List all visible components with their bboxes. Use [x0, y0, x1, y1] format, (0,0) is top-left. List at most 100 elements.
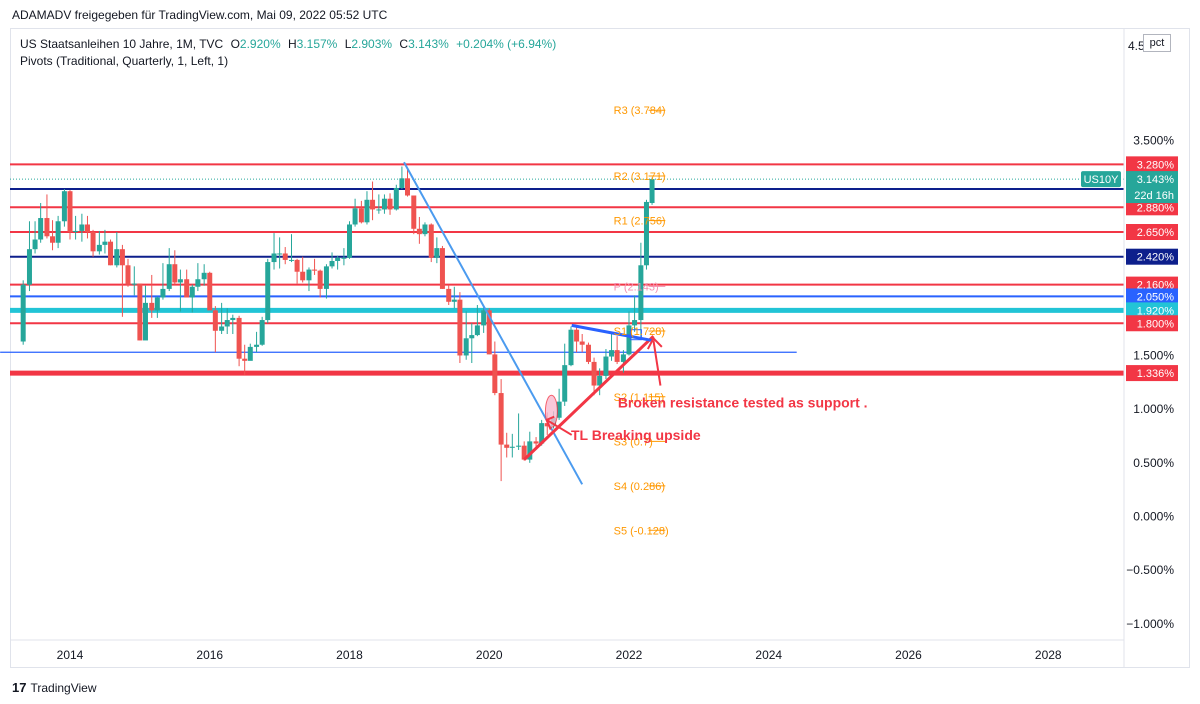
y-axis: 3.500% 1.500% 1.000% 0.500% 0.000% −0.500% −1.… [1081, 28, 1178, 668]
level-price-label: 2.880% [1137, 202, 1175, 214]
annotation-arrow [546, 419, 573, 436]
current-price-label: 3.143% [1137, 174, 1175, 186]
candle-body [335, 257, 341, 261]
candle-body [358, 208, 364, 223]
candle-body [149, 302, 155, 311]
level-price-tag [1126, 288, 1178, 305]
trendlines [403, 161, 655, 485]
level-price-tag [1126, 315, 1178, 332]
candle-body [347, 224, 352, 258]
candle-body [55, 221, 61, 243]
level-price-tag [1126, 224, 1178, 240]
candle-body [381, 198, 387, 210]
candle-body [603, 356, 609, 376]
candle-body [463, 338, 469, 356]
candle-body [282, 253, 288, 260]
candle-body [370, 199, 376, 210]
candle-body [469, 335, 475, 339]
candle-body [247, 346, 253, 361]
candle-body [177, 279, 183, 283]
candle-body [201, 272, 207, 280]
y-tick-label: 0.500% [1133, 456, 1174, 470]
candle-body [73, 230, 79, 232]
candle-body [579, 341, 585, 345]
annotation-arrowhead [646, 336, 663, 350]
candle-body [416, 228, 422, 235]
candles [20, 166, 655, 482]
x-tick-label: 2024 [755, 648, 782, 662]
candle-body [219, 326, 225, 331]
x-tick-label: 2026 [895, 648, 922, 662]
candle-body [277, 253, 283, 255]
level-price-label: 3.280% [1137, 159, 1175, 171]
candle-body [527, 441, 533, 460]
chart-frame[interactable] [10, 28, 1190, 668]
trendline-retest-line [571, 323, 653, 342]
level-price-tag [1126, 365, 1178, 382]
level-price-label: 1.800% [1137, 318, 1175, 330]
candle-body [323, 266, 329, 289]
annotations: Broken resistance tested as support . TL … [545, 336, 868, 443]
legend-open: 2.920% [239, 37, 281, 51]
annotation-label: TL Breaking upside [571, 427, 701, 443]
level-price-tag [1126, 156, 1178, 173]
pivot-label: S4 (0.286) [614, 481, 665, 493]
candle-body [649, 179, 655, 204]
legend-close: 3.143% [408, 37, 449, 51]
level-price-tag [1126, 199, 1178, 216]
candle-body [289, 259, 295, 261]
pivot-label: S3 (0.7) [614, 436, 653, 448]
x-axis: 2014 2016 2018 2020 2022 2024 2026 2028 [10, 639, 1124, 662]
pivot-label: R3 (3.784) [614, 105, 666, 117]
candle-body [195, 279, 201, 287]
candle-body [26, 249, 32, 285]
candle-body [142, 302, 148, 341]
current-price-tag [1126, 171, 1178, 204]
candle-body [166, 264, 172, 289]
candle-body [160, 288, 166, 298]
y-tick-label: −0.500% [1126, 563, 1174, 577]
footer-brand[interactable]: 17 TradingView [12, 680, 97, 695]
candle-body [212, 310, 218, 331]
candle-body [131, 283, 137, 285]
candle-body [393, 187, 399, 210]
pivot-label: P (2.143) [614, 281, 659, 293]
pivot-levels: R3 (3.784) R2 (3.171) R1 (2.756) P (2.143) S… [614, 105, 669, 537]
candle-body [614, 350, 620, 362]
candle-body [306, 269, 312, 281]
candle-body [609, 350, 615, 357]
candle-body [50, 236, 56, 243]
candle-body [137, 283, 143, 341]
x-tick-label: 2014 [57, 648, 84, 662]
candle-body [516, 445, 522, 447]
y-tick-label: 0.000% [1133, 510, 1174, 524]
x-tick-label: 2016 [196, 648, 223, 662]
candle-body [556, 401, 562, 418]
legend-symbol-line: US Staatsanleihen 10 Jahre, 1M, TVC O2.9… [20, 36, 556, 53]
y-tick-label: 3.500% [1133, 134, 1174, 148]
candle-body [254, 344, 260, 347]
candle-body [486, 310, 492, 355]
candle-body [504, 444, 510, 448]
candle-body [399, 178, 405, 188]
scale-mode-button[interactable]: pct [1143, 34, 1171, 52]
pivot-label: R1 (2.756) [614, 216, 666, 228]
candle-body [521, 445, 527, 460]
footer-brand-label: TradingView [30, 680, 97, 695]
candle-body [626, 325, 632, 355]
candle-body [79, 224, 85, 231]
candle-body [539, 423, 545, 444]
x-tick-label: 2018 [336, 648, 363, 662]
candle-body [230, 317, 236, 321]
level-price-label: 1.920% [1137, 305, 1175, 317]
candle-body [428, 224, 434, 258]
symbol-tag-label: US10Y [1084, 174, 1120, 186]
candle-body [61, 191, 67, 222]
candle-body [84, 224, 90, 232]
pivot-label: S5 (-0.128) [614, 525, 669, 537]
candle-body [544, 423, 550, 427]
candle-body [242, 358, 248, 361]
legend-c-label: C [399, 37, 409, 51]
candle-body [411, 195, 417, 229]
